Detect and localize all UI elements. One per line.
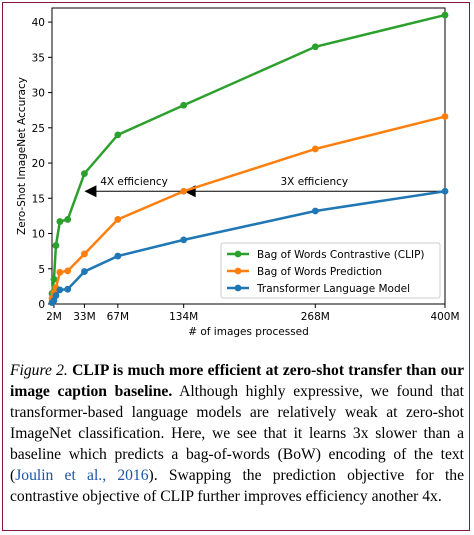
figure-caption: Figure 2. CLIP is much more efficient at… <box>10 360 464 507</box>
caption-bold-text: CLIP is much more efficient at zero-shot… <box>10 362 464 400</box>
line-chart: 0 5 10 15 20 25 30 35 40 2M 33M 67M 134M 268M 400M # of… <box>16 7 460 338</box>
y-tick-label: 5 <box>38 264 45 276</box>
y-tick-label: 0 <box>38 299 45 311</box>
data-point <box>311 43 319 51</box>
x-tick-label: 400M <box>430 311 459 323</box>
figure-frame <box>2 2 470 531</box>
data-point <box>441 113 449 120</box>
x-tick-label: 67M <box>107 311 129 323</box>
data-point <box>64 267 72 275</box>
y-tick-label: 10 <box>32 229 45 241</box>
data-point <box>56 268 64 276</box>
data-point <box>311 145 319 153</box>
data-point <box>64 285 72 293</box>
legend-swatch-marker <box>234 250 242 258</box>
caption-body-2: ). Swapping the prediction objective for… <box>10 467 465 505</box>
y-tick-label: 20 <box>32 158 45 170</box>
data-point <box>441 11 449 19</box>
x-tick-label: 134M <box>169 311 198 323</box>
data-point <box>81 170 88 178</box>
data-point <box>52 242 60 249</box>
data-point <box>50 275 58 283</box>
data-point <box>180 236 188 244</box>
efficiency-annotation: 4X efficiency <box>100 176 168 188</box>
efficiency-arrowhead <box>84 185 97 198</box>
y-tick-label: 40 <box>32 17 45 29</box>
data-point <box>56 218 64 225</box>
y-tick-label: 15 <box>32 193 45 205</box>
data-point <box>81 268 88 275</box>
y-tick-label: 35 <box>32 52 45 64</box>
legend-swatch-marker <box>234 284 242 292</box>
legend-entry: Bag of Words Contrastive (CLIP) <box>257 249 425 261</box>
citation-link[interactable]: Joulin et al., 2016 <box>15 467 149 484</box>
data-point <box>180 101 188 109</box>
legend-entry: Transformer Language Model <box>256 283 410 295</box>
data-point <box>114 216 122 223</box>
plot-area <box>51 7 446 305</box>
data-point <box>56 286 64 294</box>
data-point <box>64 216 72 223</box>
data-point <box>114 252 122 260</box>
x-axis-label: # of images processed <box>188 326 309 338</box>
y-tick-label: 30 <box>32 88 45 100</box>
legend-swatch-marker <box>234 267 242 275</box>
data-point <box>52 292 60 299</box>
x-tick-label: 268M <box>301 311 330 323</box>
x-tick-label: 2M <box>46 311 62 323</box>
data-point <box>311 207 319 215</box>
data-point <box>114 131 122 139</box>
data-point <box>441 187 449 195</box>
data-point <box>180 187 188 195</box>
legend-box <box>220 242 441 299</box>
series-line <box>50 13 446 294</box>
y-tick-label: 25 <box>32 123 45 135</box>
data-point <box>81 250 88 258</box>
figure-label: Figure 2. <box>10 362 68 379</box>
legend-entry: Bag of Words Prediction <box>257 266 382 278</box>
efficiency-annotation: 3X efficiency <box>281 176 349 188</box>
x-tick-label: 33M <box>73 311 95 323</box>
y-axis-label: Zero-Shot ImageNet Accuracy <box>16 77 28 235</box>
caption-body-1: Although highly expressive, we found tha… <box>10 383 464 484</box>
